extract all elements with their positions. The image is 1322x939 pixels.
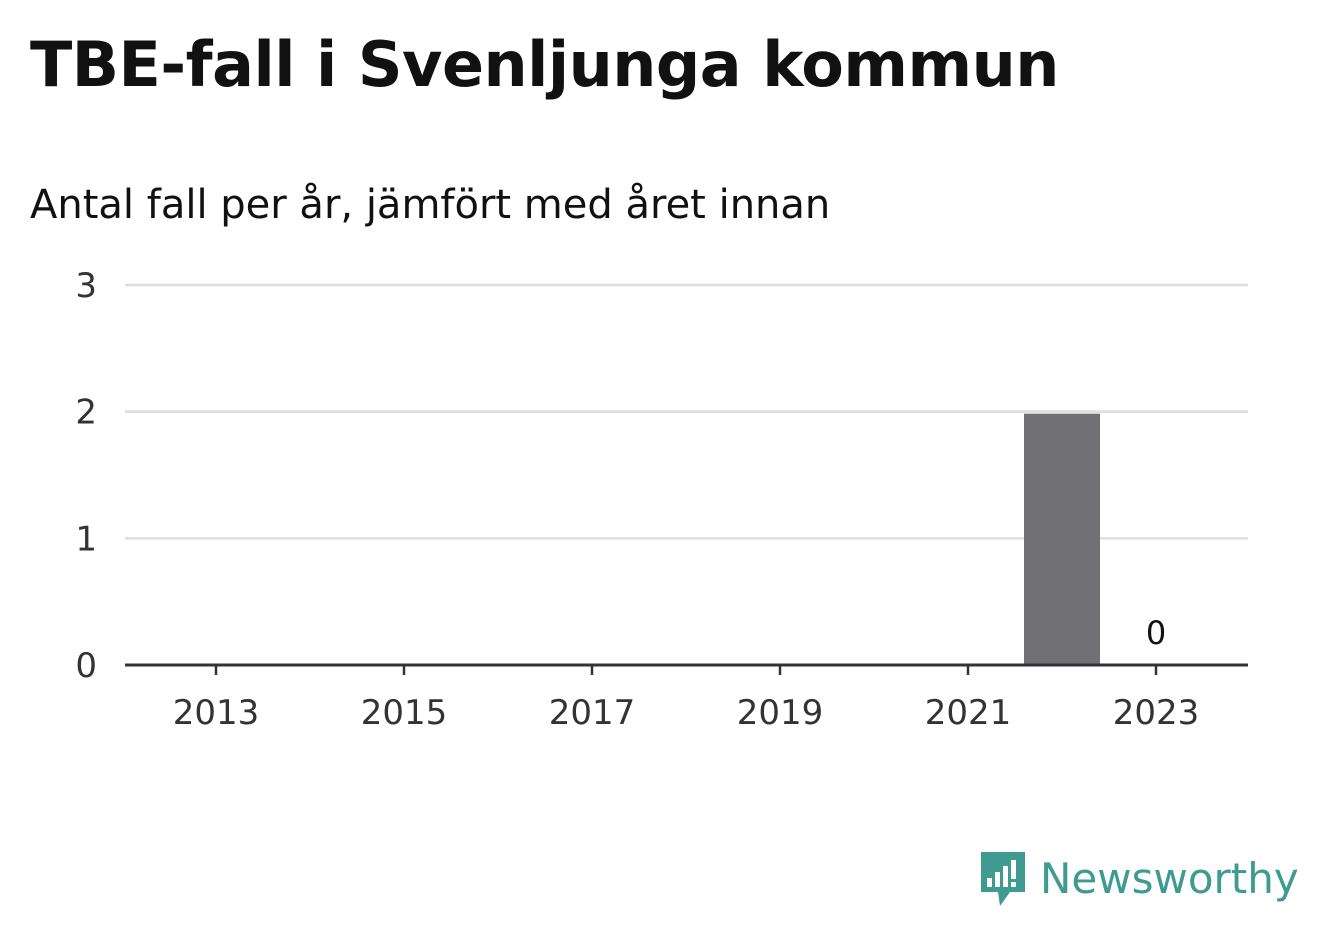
x-tick-label-2019: 2019 [737,693,824,733]
y-tick-label-1: 1 [75,519,97,559]
newsworthy-logo: Newsworthy [978,848,1299,908]
x-tick-label-2023: 2023 [1113,693,1200,733]
x-tick-label-2013: 2013 [173,693,260,733]
x-tick-label-2015: 2015 [361,693,448,733]
chart-title: TBE-fall i Svenljunga kommun [30,28,1059,101]
bars [1024,413,1100,665]
labels: 0 1 2 3 2013 2015 2017 2019 2021 2023 0 [75,266,1199,733]
newsworthy-logo-icon [981,852,1025,906]
axes [125,663,1248,675]
data-label-2023: 0 [1146,614,1166,652]
bar-2022 [1024,413,1100,665]
x-tick-label-2017: 2017 [549,693,636,733]
x-tick-label-2021: 2021 [925,693,1012,733]
y-tick-label-0: 0 [75,646,97,686]
y-tick-label-2: 2 [75,393,97,433]
y-tick-label-3: 3 [75,266,97,306]
brand-name: Newsworthy [1040,853,1299,903]
chart-subtitle: Antal fall per år, jämfört med året inna… [30,182,831,228]
